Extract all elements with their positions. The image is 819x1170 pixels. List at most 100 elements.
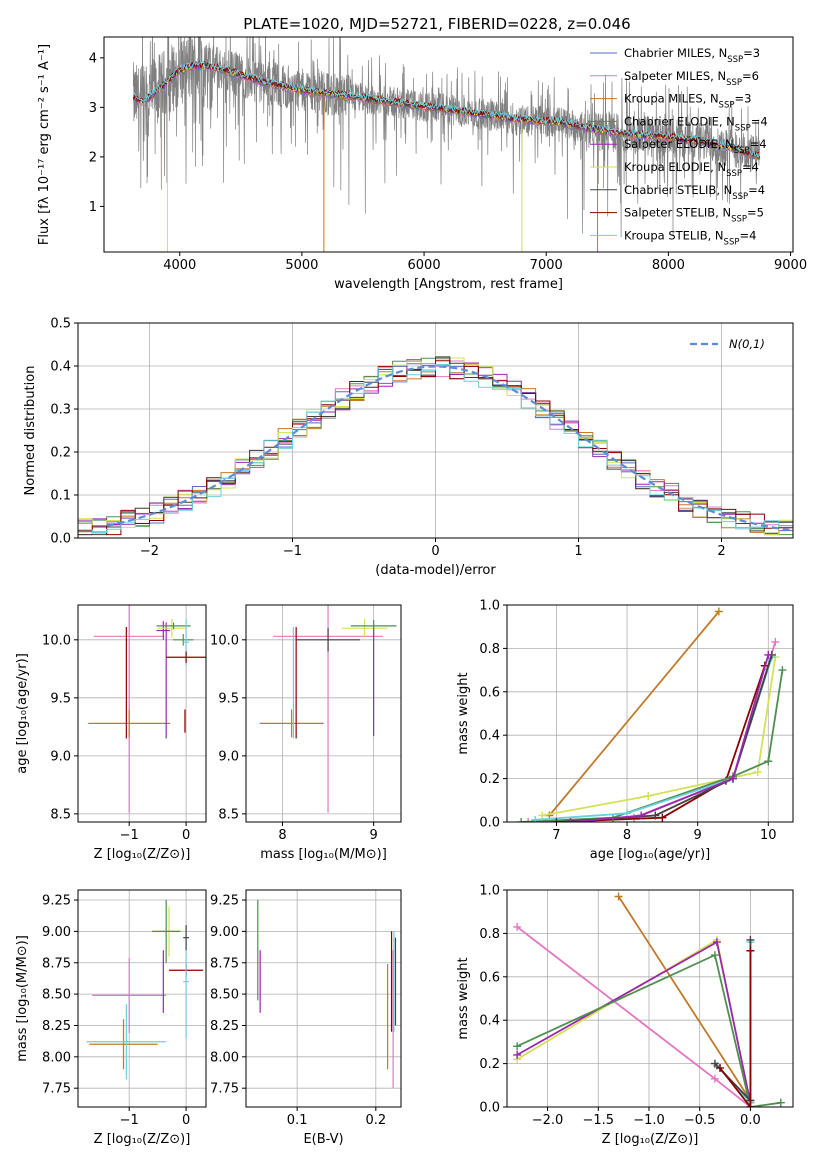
y-tick-label: 0.2: [479, 772, 500, 787]
error-bar-point: [296, 628, 360, 652]
spectrum-axes: 4000 5000 6000 7000 8000 9000 1 2 3 4 wavelength […: [37, 44, 807, 292]
y-tick-label: 8.50: [210, 988, 239, 1003]
error-bar-point: [173, 634, 194, 646]
y-tick-label: 0.1: [50, 489, 71, 504]
age_vs_mass-xlabel: mass [log₁₀(M/M⊙)]: [260, 847, 387, 862]
x-tick-label: 9: [370, 828, 378, 843]
age_vs_mass-axes: 8 9 8.5 9.0 9.5 10.0 mass [log₁₀(M/M⊙)]: [210, 605, 401, 862]
mass_vs_ebv-grid: [246, 890, 401, 1107]
mass_vs_Z-ylabel: mass [log₁₀(M/M⊙)]: [15, 935, 30, 1062]
y-tick-label: 0.4: [50, 360, 71, 375]
y-tick-label: 9.5: [218, 691, 239, 706]
error-bar-point: [259, 709, 324, 738]
y-tick-label: 8.75: [42, 956, 71, 971]
error-bar-point: [156, 622, 191, 630]
y-tick-label: 8.50: [42, 988, 71, 1003]
x-tick-label: 9: [694, 828, 702, 843]
legend-entry: Kroupa STELIB, NSSP=4: [624, 228, 756, 247]
x-tick-label: −1.5: [582, 1113, 614, 1128]
y-tick-label: 7.75: [210, 1082, 239, 1097]
legend-entry: Chabrier ELODIE, NSSP=4: [624, 114, 768, 133]
y-tick-label: 8.5: [50, 807, 71, 822]
mass-weight-series: [566, 650, 773, 822]
y-tick-label: 2: [89, 150, 97, 165]
plus-marker: [517, 818, 526, 822]
error-bar-point: [92, 957, 167, 1033]
x-tick-label: 0.0: [740, 1113, 761, 1128]
mass-weight-series: [517, 666, 787, 822]
y-tick-label: 0.0: [479, 1101, 500, 1116]
age_vs_Z-ylabel: age [log₁₀(age/yr)]: [15, 653, 30, 774]
plus-marker: [714, 607, 723, 616]
gaussian-legend-label: N(0,1): [729, 337, 765, 351]
x-tick-label: 7: [552, 828, 560, 843]
age_vs_mass-frame: [245, 604, 402, 823]
y-tick-label: 0.4: [479, 729, 500, 744]
x-tick-label: 8000: [652, 258, 685, 273]
x-tick-label: −1: [120, 828, 139, 843]
spectrum-ylabel: Flux [fλ 10⁻¹⁷ erg cm⁻² s⁻¹ A⁻¹]: [37, 44, 52, 245]
y-tick-label: 7.75: [42, 1082, 71, 1097]
error-bar-point: [166, 651, 206, 664]
age_vs_mass-plot: [259, 605, 397, 813]
y-tick-label: 9.00: [210, 925, 239, 940]
mass_vs_ebv-frame: [245, 889, 402, 1108]
y-tick-label: 10.0: [210, 633, 239, 648]
plus-marker: [614, 892, 623, 901]
series-line: [570, 654, 770, 822]
x-tick-label: −1: [283, 544, 302, 559]
gaussian-curve: [106, 365, 793, 532]
y-tick-label: 0.4: [479, 1014, 500, 1029]
y-tick-label: 10.0: [42, 633, 71, 648]
mass-weight-series: [538, 653, 780, 820]
error-bar-point: [93, 605, 165, 813]
mass_vs_ebv-xlabel: E(B-V): [303, 1132, 343, 1147]
age_vs_Z-plot: [88, 605, 206, 813]
residuals-ylabel: Normed distribution: [23, 366, 38, 496]
x-tick-label: 0: [182, 828, 190, 843]
plus-marker: [644, 791, 653, 800]
y-tick-label: 9.25: [210, 894, 239, 909]
plus-marker: [651, 811, 660, 820]
mass_vs_Z-plot: [86, 900, 204, 1080]
plus-marker: [710, 951, 719, 960]
mass_vs_Z-xlabel: Z [log₁₀(Z/Z⊙)]: [94, 1132, 191, 1147]
mass_vs_Z-grid: [78, 890, 206, 1107]
error-bar-point: [89, 1019, 158, 1070]
residuals-axes: −2 −1 0 1 2 0.0 0.1 0.2 0.3 0.4 0.5 (data-model)/er…: [23, 317, 793, 578]
legend-entry: Chabrier MILES, NSSP=3: [624, 46, 760, 65]
x-tick-label: 0: [182, 1113, 190, 1128]
massweight_vs_age-frame: [506, 604, 794, 823]
error-bar-point: [88, 709, 171, 738]
legend-entry: Salpeter STELIB, NSSP=5: [624, 206, 764, 225]
x-tick-label: −2.0: [532, 1113, 564, 1128]
y-tick-label: 0.8: [479, 927, 500, 942]
y-tick-label: 8.00: [210, 1050, 239, 1065]
spectrum-plot: [132, 37, 761, 252]
plus-marker: [764, 757, 773, 766]
y-tick-label: 0.0: [479, 816, 500, 831]
y-tick-label: 0.6: [479, 685, 500, 700]
x-tick-label: 0.2: [365, 1113, 386, 1128]
age_vs_mass-grid: [246, 605, 401, 822]
series-line: [548, 610, 720, 817]
y-tick-label: 0.0: [50, 532, 71, 547]
mass-weight-series: [545, 607, 723, 820]
plus-marker: [710, 1074, 719, 1083]
massweight_vs_Z-ylabel: mass weight: [456, 957, 471, 1039]
error-bar-point: [156, 621, 171, 640]
plus-marker: [531, 815, 540, 822]
plus-marker: [566, 818, 575, 822]
y-tick-label: 0.2: [50, 446, 71, 461]
mass-weight-series: [531, 653, 776, 822]
plus-marker: [513, 1050, 522, 1059]
spectrum-xlabel: wavelength [Angstrom, rest frame]: [334, 277, 563, 292]
mass_vs_ebv-axes: 0.1 0.2 7.75 8.00 8.25 8.50 8.75 9.00 9.25 E(B-V): [210, 890, 401, 1147]
x-tick-label: 7000: [530, 258, 563, 273]
y-tick-label: 8.75: [210, 956, 239, 971]
plus-marker: [776, 1098, 785, 1107]
residuals-grid: [78, 322, 793, 539]
series-line: [556, 665, 766, 822]
y-tick-label: 0.2: [479, 1057, 500, 1072]
